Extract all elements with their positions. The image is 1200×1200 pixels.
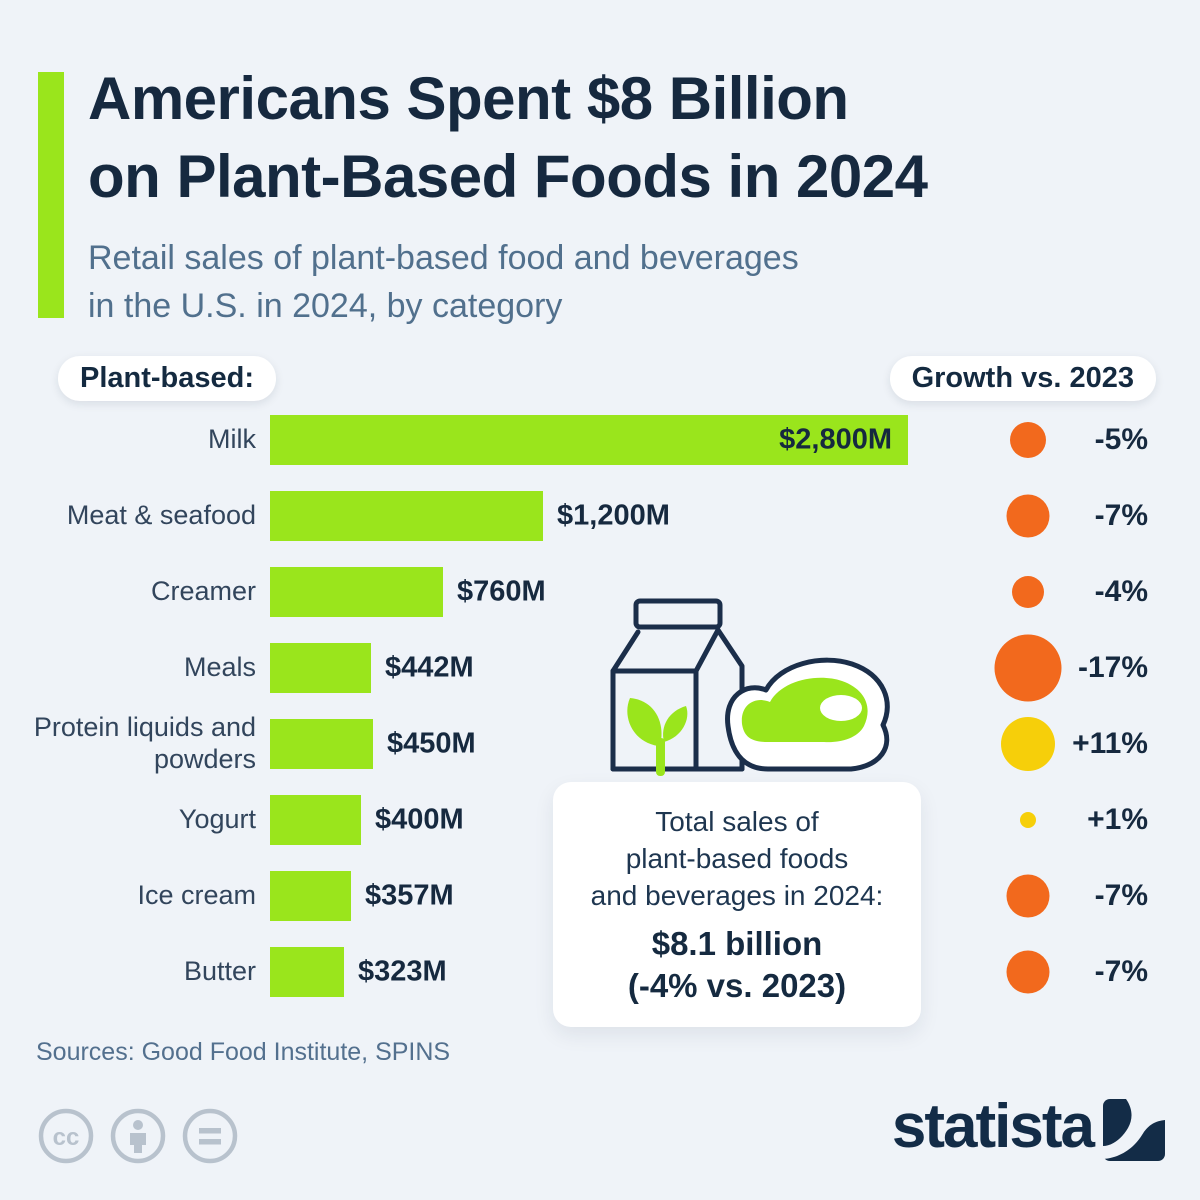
equals-icon — [182, 1108, 238, 1164]
bar-track: $1,200M — [270, 478, 960, 554]
bar-value: $323M — [358, 955, 447, 988]
growth-dot — [1012, 576, 1044, 608]
growth-dot — [994, 634, 1062, 702]
bar-row-meals: Meals $442M -17% — [0, 630, 1200, 706]
bar — [270, 567, 443, 617]
growth-value: -7% — [1094, 879, 1148, 912]
bar-value: $400M — [375, 803, 464, 836]
bar — [270, 415, 908, 465]
page-subtitle: Retail sales of plant-based food and bev… — [88, 234, 799, 331]
bar-value: $442M — [385, 651, 474, 684]
category-label: Meat & seafood — [66, 500, 256, 531]
plant-based-badge: Plant-based: — [58, 356, 277, 401]
growth-dot — [1006, 874, 1050, 918]
statista-wave-icon — [1103, 1099, 1165, 1161]
category-label: Ice cream — [137, 880, 256, 911]
carton-cap — [633, 598, 723, 630]
title-line-2: on Plant-Based Foods in 2024 — [88, 143, 928, 210]
milk-carton-and-steak-icon — [610, 598, 890, 776]
category-label: Butter — [183, 956, 256, 987]
statista-logo: statista — [892, 1096, 1165, 1164]
bar-chart: Milk $2,800M -5% Meat & seafood $1,200M … — [0, 402, 1200, 1010]
statista-wordmark: statista — [891, 1092, 1095, 1161]
bar-value: $357M — [365, 879, 454, 912]
bar-value: $1,200M — [557, 499, 670, 532]
growth-dot — [1001, 717, 1055, 771]
sources-note: Sources: Good Food Institute, SPINS — [36, 1038, 451, 1066]
category-label: Creamer — [150, 576, 256, 607]
bar — [270, 947, 344, 997]
callout-line-1: Total sales of — [655, 806, 819, 837]
bar-row-milk: Milk $2,800M -5% — [0, 402, 1200, 478]
callout-total-change: (-4% vs. 2023) — [627, 967, 847, 1005]
growth-dot — [1010, 422, 1046, 458]
subtitle-line-1: Retail sales of plant-based food and bev… — [88, 239, 799, 277]
growth-value: -4% — [1094, 575, 1148, 608]
bar — [270, 871, 351, 921]
page-title: Americans Spent $8 Billion on Plant-Base… — [88, 60, 928, 216]
growth-value: -7% — [1094, 499, 1148, 532]
growth-header-badge: Growth vs. 2023 — [889, 356, 1156, 401]
bar-track: $442M — [270, 630, 960, 706]
callout-line-2: plant-based foods — [625, 842, 849, 874]
callout-line-3: and beverages in 2024: — [590, 879, 884, 911]
bar-value: $450M — [387, 727, 476, 760]
bar-row-ice-cream: Ice cream $357M -7% — [0, 858, 1200, 934]
bar-track: $450M — [270, 706, 960, 782]
bar-track: $400M — [270, 782, 960, 858]
bar-track: $323M — [270, 934, 960, 1010]
svg-text:cc: cc — [53, 1124, 80, 1151]
growth-value: -17% — [1077, 651, 1148, 684]
cc-icon: cc — [38, 1108, 94, 1164]
growth-dot — [1006, 950, 1050, 994]
carton-front-right-edge — [693, 627, 721, 772]
bar — [270, 719, 373, 769]
bar-value: $760M — [457, 575, 546, 608]
growth-value: +11% — [1072, 727, 1148, 760]
growth-value: -7% — [1094, 955, 1148, 988]
steak-icon — [725, 657, 890, 772]
attribution-person-icon — [110, 1108, 166, 1164]
category-label: Protein liquids and powders — [33, 712, 256, 774]
bar-track: $760M — [270, 554, 960, 630]
bar — [270, 491, 543, 541]
growth-value: +1% — [1087, 803, 1148, 836]
bar-value: $2,800M — [779, 423, 892, 456]
bar-track: $357M — [270, 858, 960, 934]
title-line-1: Americans Spent $8 Billion — [88, 65, 849, 132]
growth-dot — [1006, 494, 1050, 538]
category-label: Yogurt — [178, 804, 256, 835]
callout-total-value: $8.1 billion — [651, 924, 823, 962]
bar-row-protein-liquids-powders: Protein liquids and powders $450M +11% — [0, 706, 1200, 782]
bar — [270, 795, 361, 845]
category-label: Meals — [183, 652, 256, 683]
growth-dot — [1020, 812, 1036, 828]
total-sales-callout: Total sales of plant-based foods and bev… — [553, 782, 921, 1028]
bar-track: $2,800M — [270, 402, 960, 478]
bar-row-creamer: Creamer $760M -4% — [0, 554, 1200, 630]
subtitle-line-2: in the U.S. in 2024, by category — [88, 287, 563, 326]
bar-row-yogurt: Yogurt $400M +1% — [0, 782, 1200, 858]
title-accent-bar — [38, 72, 64, 318]
license-icons: cc — [38, 1108, 238, 1164]
sprout-leaf-icon — [627, 698, 688, 776]
category-label: Milk — [208, 424, 256, 455]
bar-row-meat-seafood: Meat & seafood $1,200M -7% — [0, 478, 1200, 554]
bar — [270, 643, 371, 693]
bar-row-butter: Butter $323M -7% — [0, 934, 1200, 1010]
growth-value: -5% — [1094, 423, 1148, 456]
